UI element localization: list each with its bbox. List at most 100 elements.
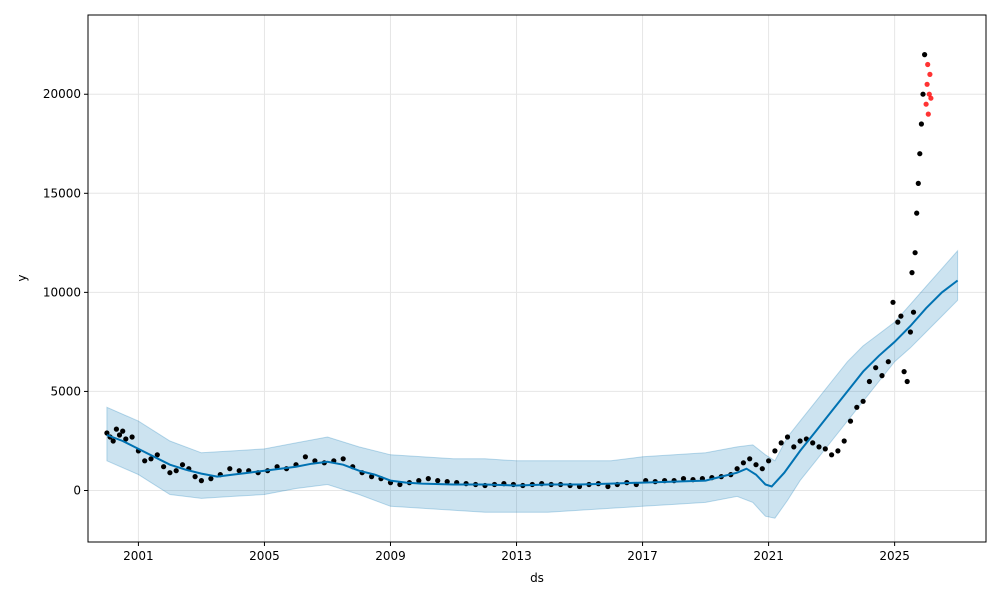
observed-point: [167, 470, 173, 476]
observed-point: [797, 438, 803, 444]
observed-point: [747, 456, 753, 462]
x-tick-label: 2017: [627, 549, 658, 563]
observed-point: [148, 456, 154, 462]
observed-point: [835, 448, 841, 454]
observed-point: [208, 476, 214, 482]
x-axis-label: ds: [530, 571, 544, 585]
observed-point: [227, 466, 233, 472]
observed-point: [791, 444, 797, 450]
observed-point: [110, 438, 116, 444]
observed-point: [425, 476, 431, 482]
observed-point: [879, 373, 885, 379]
y-axis-ticks: 0 5000 10000 15000 20000: [43, 87, 88, 497]
y-tick-label: 20000: [43, 87, 81, 101]
observed-point: [312, 458, 318, 464]
y-axis-label: y: [15, 274, 29, 281]
highlighted-point: [927, 71, 933, 77]
observed-point: [920, 91, 926, 97]
observed-point: [444, 479, 450, 485]
observed-point: [918, 121, 925, 127]
observed-point: [753, 462, 759, 468]
y-tick-label: 5000: [50, 384, 81, 398]
observed-point: [129, 434, 135, 440]
observed-point: [397, 481, 403, 488]
highlighted-point: [924, 81, 930, 87]
highlighted-point: [925, 111, 931, 117]
observed-point: [123, 436, 129, 442]
observed-point: [173, 468, 179, 474]
observed-point: [198, 478, 204, 484]
observed-point: [912, 250, 918, 256]
observed-point: [340, 456, 346, 462]
observed-point: [854, 404, 860, 410]
observed-point: [680, 476, 687, 482]
highlighted-point: [923, 101, 929, 107]
observed-point: [369, 474, 375, 480]
x-axis-ticks: 2001 2005 2009 2013 2017 2021 2025: [123, 542, 910, 563]
x-tick-label: 2013: [501, 549, 532, 563]
forecast-line: [106, 279, 959, 488]
observed-point: [917, 151, 923, 157]
observed-point: [810, 440, 816, 446]
observed-point: [113, 426, 119, 432]
observed-point: [116, 432, 123, 438]
observed-point: [740, 460, 747, 466]
uncertainty-band-area: [106, 249, 959, 519]
x-tick-label: 2009: [375, 549, 406, 563]
observed-point: [901, 369, 907, 375]
observed-point: [841, 438, 847, 444]
observed-point: [192, 474, 198, 480]
x-tick-label: 2025: [879, 549, 910, 563]
observed-point: [416, 478, 422, 484]
y-tick-label: 10000: [43, 285, 81, 299]
forecast-line-path: [106, 279, 959, 488]
observed-point: [161, 464, 167, 470]
observed-point: [236, 468, 242, 474]
observed-point: [766, 458, 772, 464]
observed-point: [179, 462, 186, 468]
observed-point: [142, 458, 148, 464]
observed-point: [778, 440, 784, 446]
observed-point: [847, 418, 854, 424]
highlighted-point: [926, 91, 932, 97]
observed-point: [772, 448, 778, 454]
x-tick-label: 2005: [249, 549, 280, 563]
observed-point: [734, 466, 740, 472]
observed-point: [784, 434, 791, 440]
observed-point: [907, 329, 914, 335]
observed-point: [435, 478, 441, 484]
observed-point: [922, 52, 928, 58]
observed-point: [898, 313, 904, 319]
observed-point: [904, 378, 910, 385]
highlighted-point: [928, 95, 934, 101]
observed-point: [890, 299, 896, 305]
observed-point: [866, 378, 873, 385]
observed-point: [910, 309, 917, 315]
y-tick-label: 15000: [43, 186, 81, 200]
observed-point: [885, 359, 891, 365]
observed-point: [829, 452, 835, 458]
observed-point: [860, 398, 866, 404]
observed-point: [822, 446, 828, 452]
highlighted-points: [923, 61, 934, 117]
observed-point: [605, 483, 611, 490]
observed-point: [914, 210, 920, 216]
observed-point: [759, 466, 765, 472]
observed-point: [302, 454, 308, 460]
observed-point: [895, 319, 901, 325]
uncertainty-band: [106, 249, 959, 519]
observed-point: [909, 270, 915, 276]
x-tick-label: 2001: [123, 549, 154, 563]
y-tick-label: 0: [73, 483, 81, 497]
observed-point: [104, 430, 110, 436]
highlighted-point: [925, 61, 931, 68]
observed-point: [816, 444, 822, 450]
plot-frame: [87, 14, 987, 543]
x-tick-label: 2021: [753, 549, 784, 563]
observed-point: [873, 365, 879, 371]
observed-point: [120, 428, 126, 434]
grid: [88, 15, 986, 542]
observed-point: [154, 452, 160, 458]
observed-point: [915, 180, 921, 186]
